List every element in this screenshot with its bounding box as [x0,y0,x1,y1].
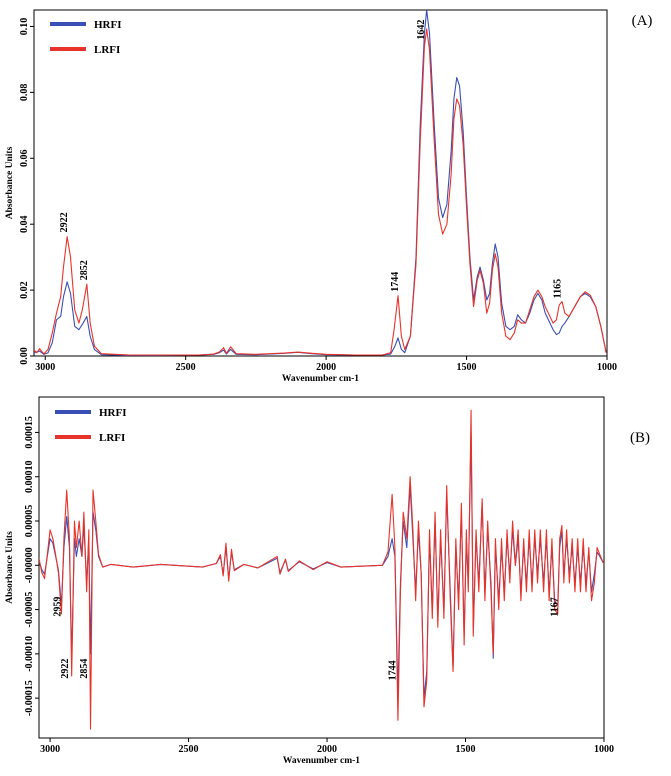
panel-a-x-tick-label: 2500 [176,362,196,373]
panel-a-x-tick-label: 1500 [457,362,477,373]
panel-a-x-tick-label: 1000 [597,362,617,373]
panel-b-y-tick-label: -0.00015 [24,680,35,716]
panel-b-legend-label-hrfi: HRFI [99,407,127,419]
panel-b-y-tick-label: -0.00000 [24,547,35,583]
panel-b-peak-annotation: 1744 [388,660,399,680]
panel-a-y-tick-label: 0.04 [19,215,30,233]
panel-a-peak-annotation: 1165 [553,279,564,298]
panel-b-y-tick-label: 0.00005 [24,505,35,538]
panel-b-y-axis-label: Absorbance Units [5,531,15,604]
panel-a-label: (A) [632,13,653,29]
panel-a-plot-frame [33,9,608,357]
panel-a-x-tick-label: 2000 [316,362,336,373]
panel-b: 3000 2500 2000 1500 1000 0.00015 0.00010 0.0000… [5,396,650,766]
panel-b-plot-frame [38,396,605,739]
panel-b-legend-label-lrfi: LRFI [99,432,125,444]
panel-a-y-tick-label: 0.08 [19,84,30,102]
panel-a-y-axis-label: Absorbance Units [5,146,15,219]
panel-b-peak-annotation: 1167 [550,597,561,616]
panel-b-peak-annotation: 2922 [60,659,71,679]
panel-b-series-line-lrfi [39,409,604,730]
panel-b-x-axis-label: Wavenumber cm-1 [283,756,360,766]
panel-a-x-tick-label: 3000 [35,362,55,373]
panel-a-x-axis-label: Wavenumber cm-1 [282,374,359,384]
panel-b-peak-annotation: 2854 [79,659,90,679]
panel-a-series-group [34,10,607,356]
panel-b-x-tick-label: 1000 [594,744,614,755]
panel-b-x-tick-label: 2000 [317,744,337,755]
panel-b-y-tick-label: 0.00015 [24,416,35,449]
panel-b-label: (B) [630,430,650,446]
panel-b-x-tick-label: 1500 [456,744,476,755]
panel-a-peak-annotation: 1642 [416,20,427,40]
panel-a-legend-label-lrfi: LRFI [94,44,120,56]
panel-a-peak-annotation: 1744 [390,272,401,292]
panel-b-series-group [39,409,604,730]
panel-b-y-tick-label: 0.00010 [24,460,35,493]
panel-a-peak-annotation: 2922 [59,212,70,232]
panel-a: 3000 2500 2000 1500 1000 0.00 0.02 0.04 0.06 0.08… [5,9,653,384]
panel-b-y-tick-label: -0.00010 [24,636,35,672]
panel-a-y-tick-label: 0.06 [19,150,30,168]
panel-a-legend-label-hrfi: HRFI [94,19,122,31]
panel-a-peak-annotation: 2852 [79,260,90,280]
panel-b-peak-annotation: 2959 [53,597,64,617]
panel-a-y-tick-label: 0.02 [19,281,30,299]
panel-a-series-line-lrfi [34,28,607,356]
panel-b-x-tick-label: 2500 [179,744,199,755]
panel-b-y-tick-label: -0.00005 [24,592,35,628]
panel-a-y-tick-label: 0.00 [19,347,30,365]
panel-b-x-tick-label: 3000 [40,744,60,755]
panel-a-y-tick-label: 0.10 [19,18,30,35]
panel-a-series-line-hrfi [34,10,607,356]
